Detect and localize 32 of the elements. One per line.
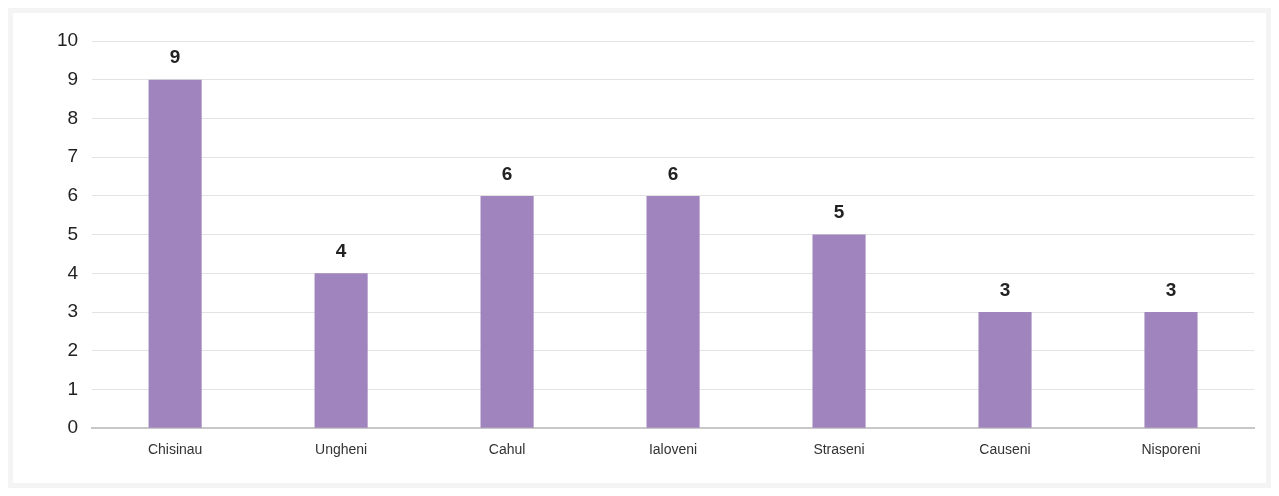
y-tick-label: 3 xyxy=(67,300,79,322)
data-label: 9 xyxy=(169,46,181,68)
data-label: 3 xyxy=(999,278,1011,300)
bar xyxy=(314,273,368,428)
y-tick-label: 7 xyxy=(67,145,79,167)
bar xyxy=(812,234,866,428)
y-tick-label: 9 xyxy=(67,67,79,89)
x-tick-label: Ungheni xyxy=(315,441,368,458)
bar xyxy=(1144,312,1198,428)
x-tick-label: Ialoveni xyxy=(648,441,698,458)
bar xyxy=(646,195,700,428)
y-tick-label: 2 xyxy=(67,338,79,360)
y-tick-label: 8 xyxy=(67,106,79,128)
data-label: 5 xyxy=(833,201,845,223)
x-tick-label: Cahul xyxy=(488,441,526,458)
y-tick-label: 10 xyxy=(56,29,79,51)
data-label: 3 xyxy=(1165,278,1177,300)
y-tick-label: 1 xyxy=(67,377,79,399)
y-tick-label: 4 xyxy=(67,261,79,283)
bar xyxy=(978,312,1032,428)
data-label: 6 xyxy=(667,162,679,184)
x-tick-label: Straseni xyxy=(813,441,865,458)
bar xyxy=(148,79,202,428)
bar xyxy=(480,195,534,428)
y-tick-label: 5 xyxy=(67,222,79,244)
data-label: 6 xyxy=(501,162,513,184)
y-tick-label: 0 xyxy=(67,416,79,438)
data-label: 4 xyxy=(335,240,347,262)
x-tick-label: Nisporeni xyxy=(1141,441,1201,458)
y-tick-label: 6 xyxy=(67,184,79,206)
x-tick-label: Chisinau xyxy=(147,441,203,458)
x-tick-label: Causeni xyxy=(979,441,1031,458)
